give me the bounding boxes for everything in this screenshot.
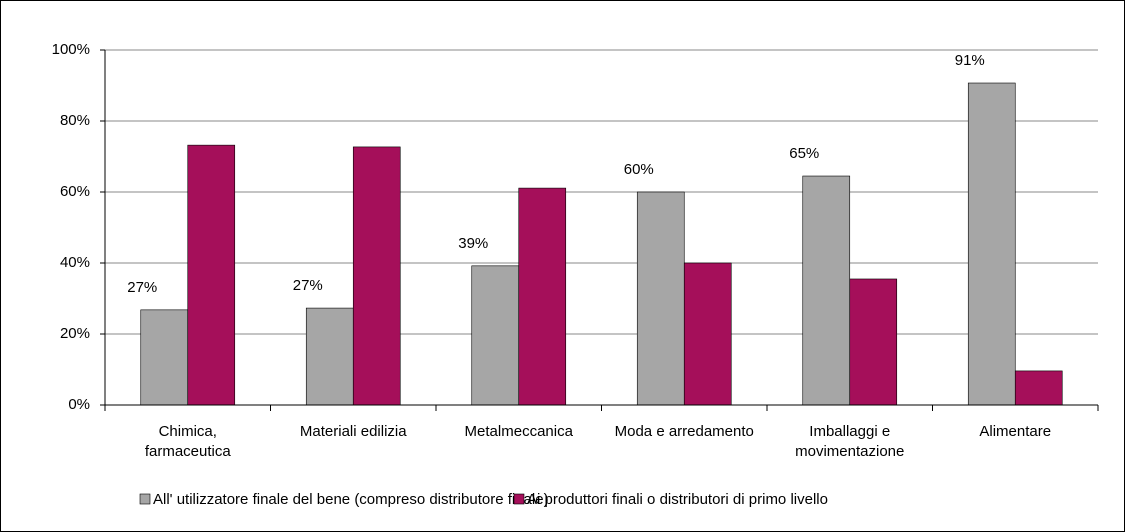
bar [518,187,567,406]
legend-swatch [139,493,151,505]
bar [305,307,354,406]
bar [636,191,685,406]
bar [802,175,851,406]
y-tick-label: 20% [60,325,90,342]
y-tick-label: 0% [68,396,90,413]
bar [683,262,732,406]
bar [1014,370,1063,406]
value-label: 39% [458,235,488,252]
y-tick-label: 80% [60,112,90,129]
x-tick-label: Alimentare [979,423,1051,440]
x-tick-label: Imballaggi e movimentazione [795,423,904,460]
value-label: 60% [624,161,654,178]
y-tick-label: 40% [60,254,90,271]
value-label: 65% [789,145,819,162]
legend-label: All' utilizzatore finale del bene (compr… [153,491,549,508]
value-label: 91% [955,52,985,69]
bar [967,82,1016,406]
bar [352,146,401,406]
y-tick-label: 100% [52,41,90,58]
bar [849,278,898,406]
bar [187,144,236,406]
x-tick-label: Chimica, farmaceutica [145,423,232,460]
x-tick-label: Moda e arredamento [615,423,754,440]
bar [140,309,189,406]
x-tick-label: Metalmeccanica [465,423,574,440]
y-tick-label: 60% [60,183,90,200]
x-tick-label: Materiali edilizia [300,423,407,440]
legend-label: Ai produttori finali o distributori di p… [527,491,828,508]
value-label: 27% [293,277,323,294]
bar [471,265,520,406]
legend-swatch [513,493,525,505]
value-label: 27% [127,279,157,296]
